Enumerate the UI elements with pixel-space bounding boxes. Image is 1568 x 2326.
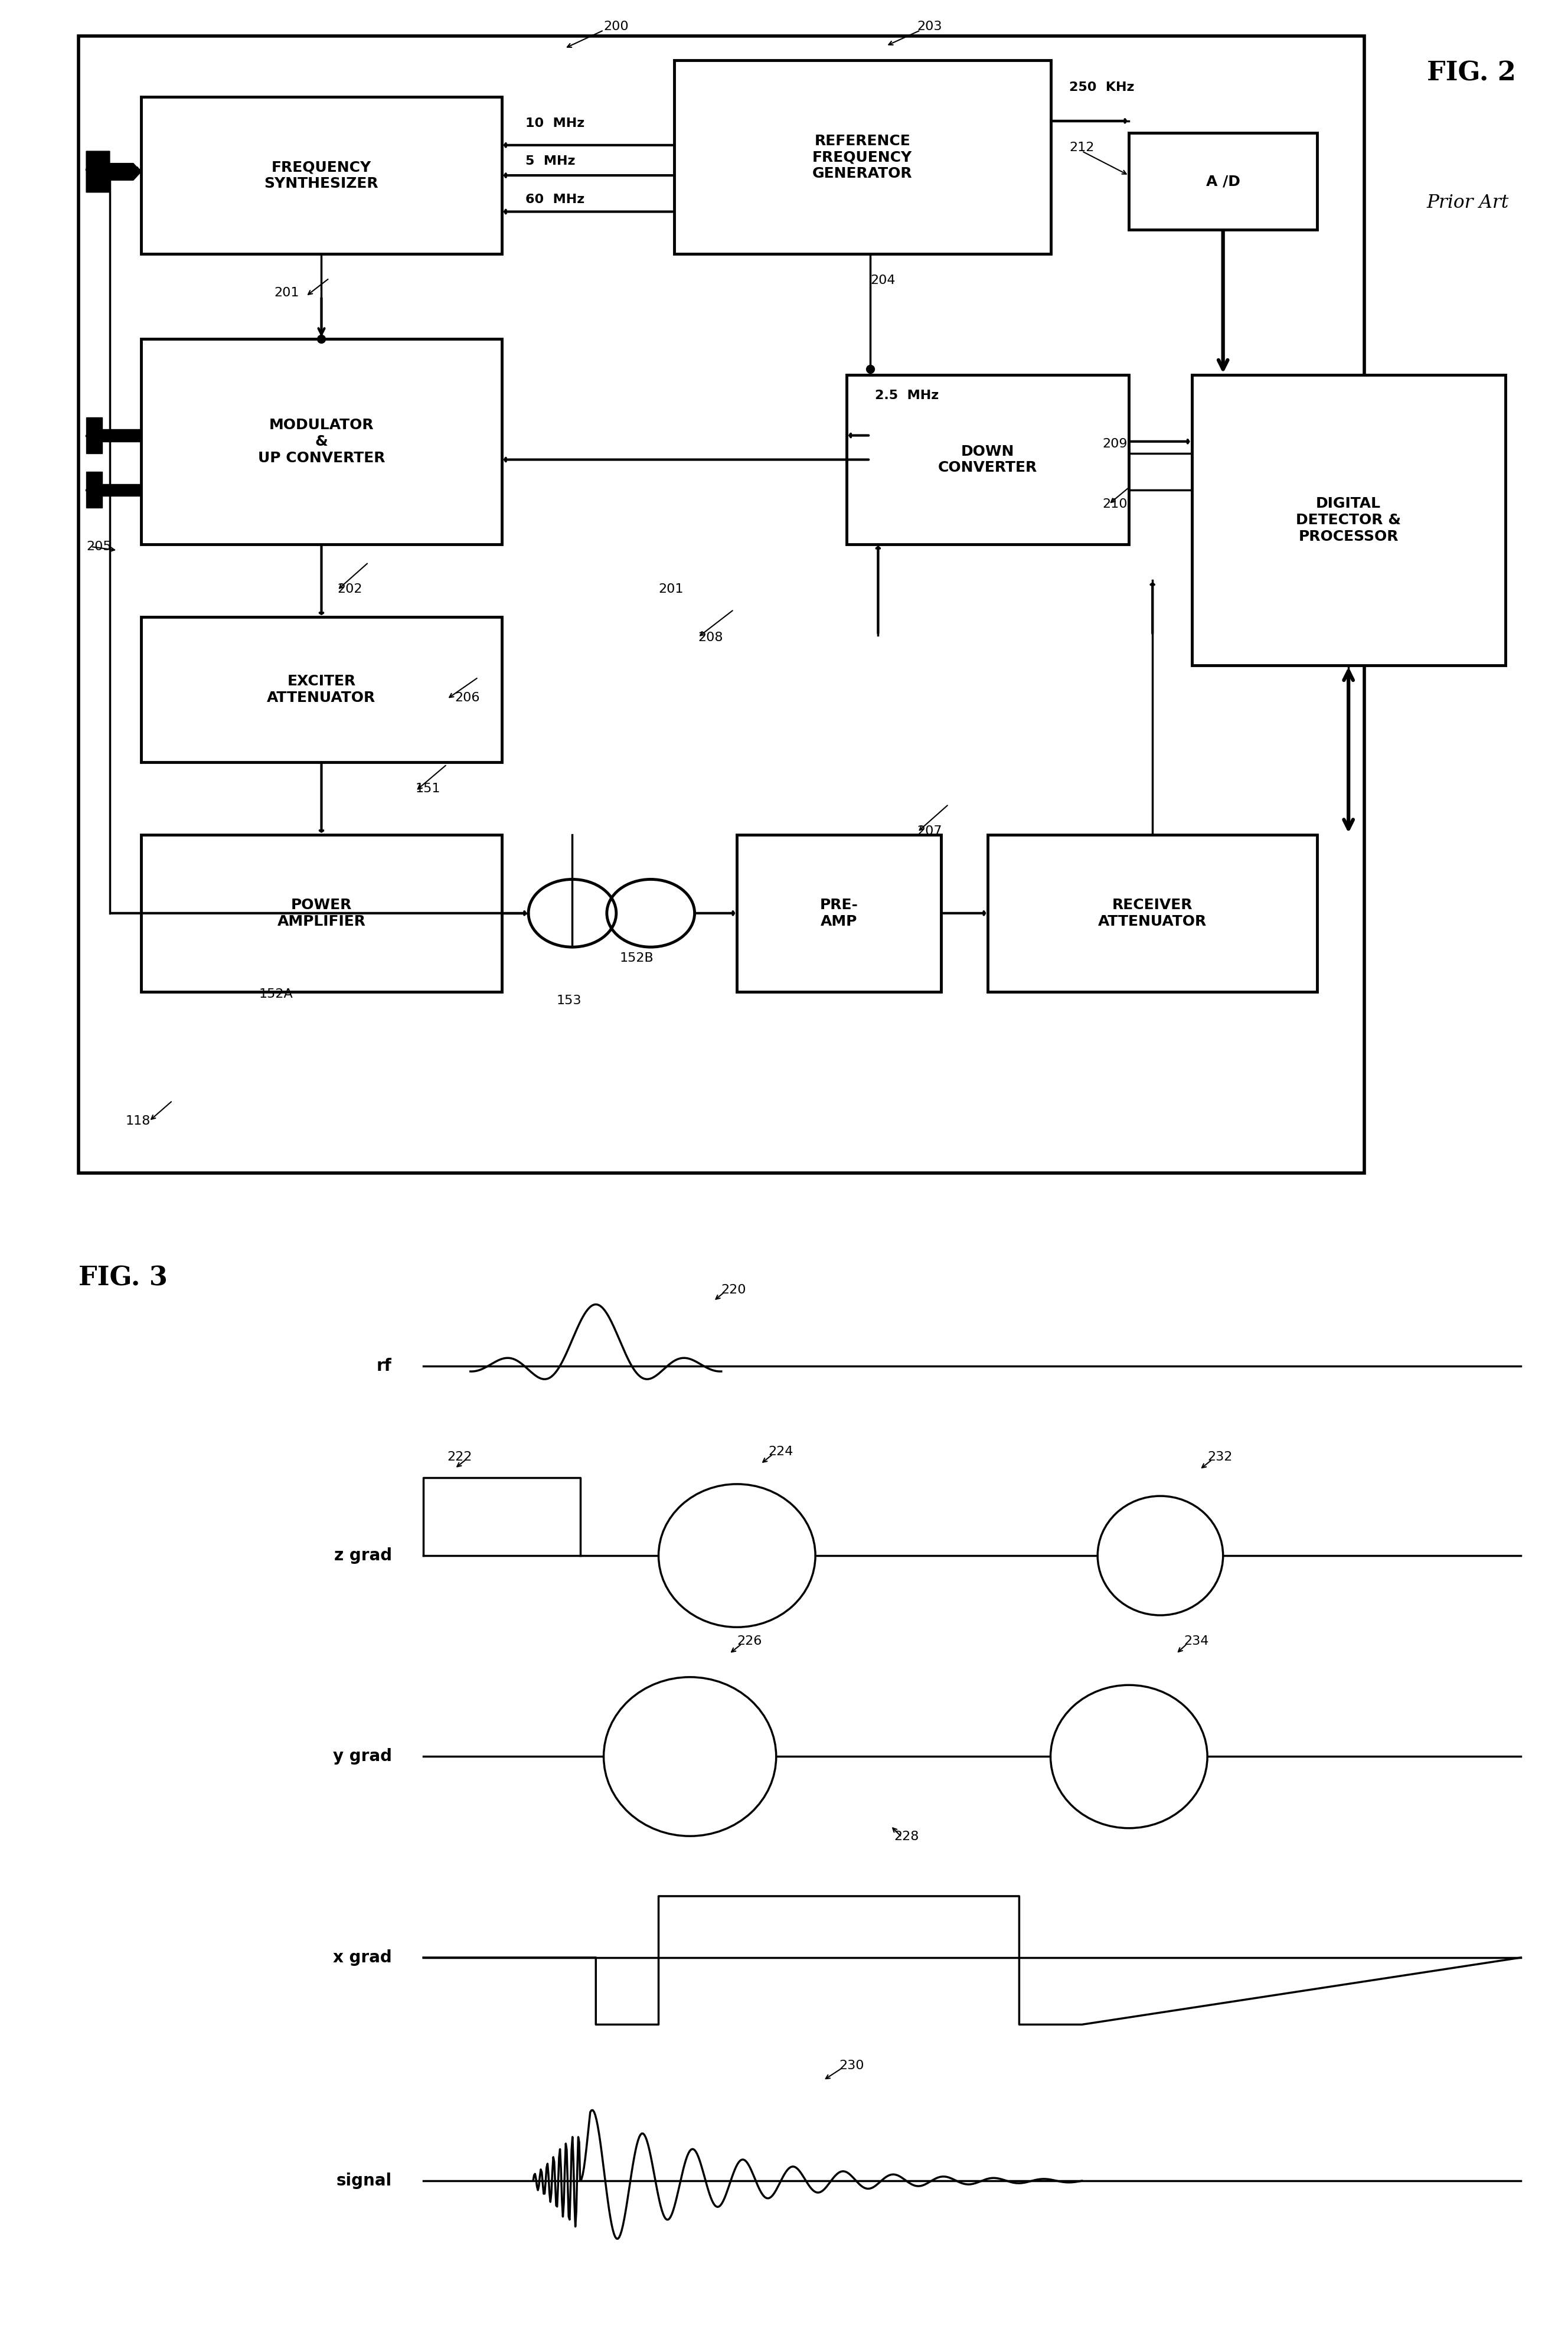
FancyBboxPatch shape xyxy=(141,835,502,991)
Text: A /D: A /D xyxy=(1206,174,1240,188)
Text: DOWN
CONVERTER: DOWN CONVERTER xyxy=(938,444,1038,475)
FancyBboxPatch shape xyxy=(737,835,941,991)
Ellipse shape xyxy=(679,1503,795,1610)
Text: PRE-
AMP: PRE- AMP xyxy=(820,898,858,928)
Ellipse shape xyxy=(717,1537,757,1572)
Text: FREQUENCY
SYNTHESIZER: FREQUENCY SYNTHESIZER xyxy=(265,160,378,191)
Ellipse shape xyxy=(1113,1512,1207,1600)
Text: 234: 234 xyxy=(1184,1635,1209,1647)
Text: 10  MHz: 10 MHz xyxy=(525,119,585,130)
Text: 60  MHz: 60 MHz xyxy=(525,193,585,205)
Text: 210: 210 xyxy=(1102,498,1127,509)
Ellipse shape xyxy=(648,1717,734,1796)
Text: 209: 209 xyxy=(1102,437,1127,449)
Text: 222: 222 xyxy=(447,1451,472,1463)
Text: FIG. 3: FIG. 3 xyxy=(78,1265,168,1291)
Text: 152A: 152A xyxy=(259,989,293,1000)
Text: 206: 206 xyxy=(455,693,480,705)
Text: 250  KHz: 250 KHz xyxy=(1069,81,1135,93)
Text: 203: 203 xyxy=(917,21,942,33)
Text: x grad: x grad xyxy=(332,1949,392,1965)
Text: 152B: 152B xyxy=(619,951,654,963)
Text: 220: 220 xyxy=(721,1284,746,1296)
Text: DIGITAL
DETECTOR &
PROCESSOR: DIGITAL DETECTOR & PROCESSOR xyxy=(1295,495,1402,544)
Text: 232: 232 xyxy=(1207,1451,1232,1463)
Ellipse shape xyxy=(1110,1740,1148,1775)
Text: EXCITER
ATTENUATOR: EXCITER ATTENUATOR xyxy=(267,675,376,705)
Text: 201: 201 xyxy=(659,584,684,595)
Ellipse shape xyxy=(698,1519,776,1591)
Text: 212: 212 xyxy=(1069,142,1094,154)
Ellipse shape xyxy=(1090,1721,1168,1793)
FancyBboxPatch shape xyxy=(988,835,1317,991)
FancyBboxPatch shape xyxy=(674,60,1051,254)
FancyBboxPatch shape xyxy=(141,98,502,254)
Text: signal: signal xyxy=(337,2172,392,2189)
Text: 202: 202 xyxy=(337,584,362,595)
Ellipse shape xyxy=(626,1698,754,1817)
FancyBboxPatch shape xyxy=(847,374,1129,544)
FancyBboxPatch shape xyxy=(1192,374,1505,665)
Text: 118: 118 xyxy=(125,1116,151,1128)
Text: MODULATOR
&
UP CONVERTER: MODULATOR & UP CONVERTER xyxy=(257,419,386,465)
Text: 226: 226 xyxy=(737,1635,762,1647)
FancyBboxPatch shape xyxy=(1129,133,1317,230)
Text: 151: 151 xyxy=(416,784,441,795)
FancyBboxPatch shape xyxy=(141,616,502,763)
Text: 207: 207 xyxy=(917,826,942,837)
Text: y grad: y grad xyxy=(332,1749,392,1765)
Text: RECEIVER
ATTENUATOR: RECEIVER ATTENUATOR xyxy=(1098,898,1207,928)
Ellipse shape xyxy=(1069,1703,1189,1810)
Polygon shape xyxy=(86,151,141,193)
Text: 230: 230 xyxy=(839,2061,864,2072)
Text: 2.5  MHz: 2.5 MHz xyxy=(875,391,939,402)
Polygon shape xyxy=(86,416,141,454)
Text: 153: 153 xyxy=(557,996,582,1007)
Ellipse shape xyxy=(668,1738,712,1777)
Text: 228: 228 xyxy=(894,1831,919,1842)
Ellipse shape xyxy=(1145,1540,1176,1570)
Text: rf: rf xyxy=(376,1358,392,1375)
Ellipse shape xyxy=(604,1677,776,1835)
Ellipse shape xyxy=(659,1484,815,1628)
FancyBboxPatch shape xyxy=(78,37,1364,1172)
Text: 201: 201 xyxy=(274,286,299,298)
Text: POWER
AMPLIFIER: POWER AMPLIFIER xyxy=(278,898,365,928)
Text: REFERENCE
FREQUENCY
GENERATOR: REFERENCE FREQUENCY GENERATOR xyxy=(812,133,913,181)
Polygon shape xyxy=(86,472,141,507)
Text: 208: 208 xyxy=(698,633,723,644)
Ellipse shape xyxy=(1051,1684,1207,1828)
FancyBboxPatch shape xyxy=(141,340,502,544)
Text: FIG. 2: FIG. 2 xyxy=(1427,60,1516,86)
Text: 5  MHz: 5 MHz xyxy=(525,156,575,167)
Text: 200: 200 xyxy=(604,21,629,33)
Text: Prior Art: Prior Art xyxy=(1427,193,1508,212)
Text: 224: 224 xyxy=(768,1447,793,1458)
Text: z grad: z grad xyxy=(334,1547,392,1563)
Text: 204: 204 xyxy=(870,274,895,286)
Ellipse shape xyxy=(1129,1526,1192,1586)
Text: 205: 205 xyxy=(86,542,111,554)
Ellipse shape xyxy=(1098,1496,1223,1614)
